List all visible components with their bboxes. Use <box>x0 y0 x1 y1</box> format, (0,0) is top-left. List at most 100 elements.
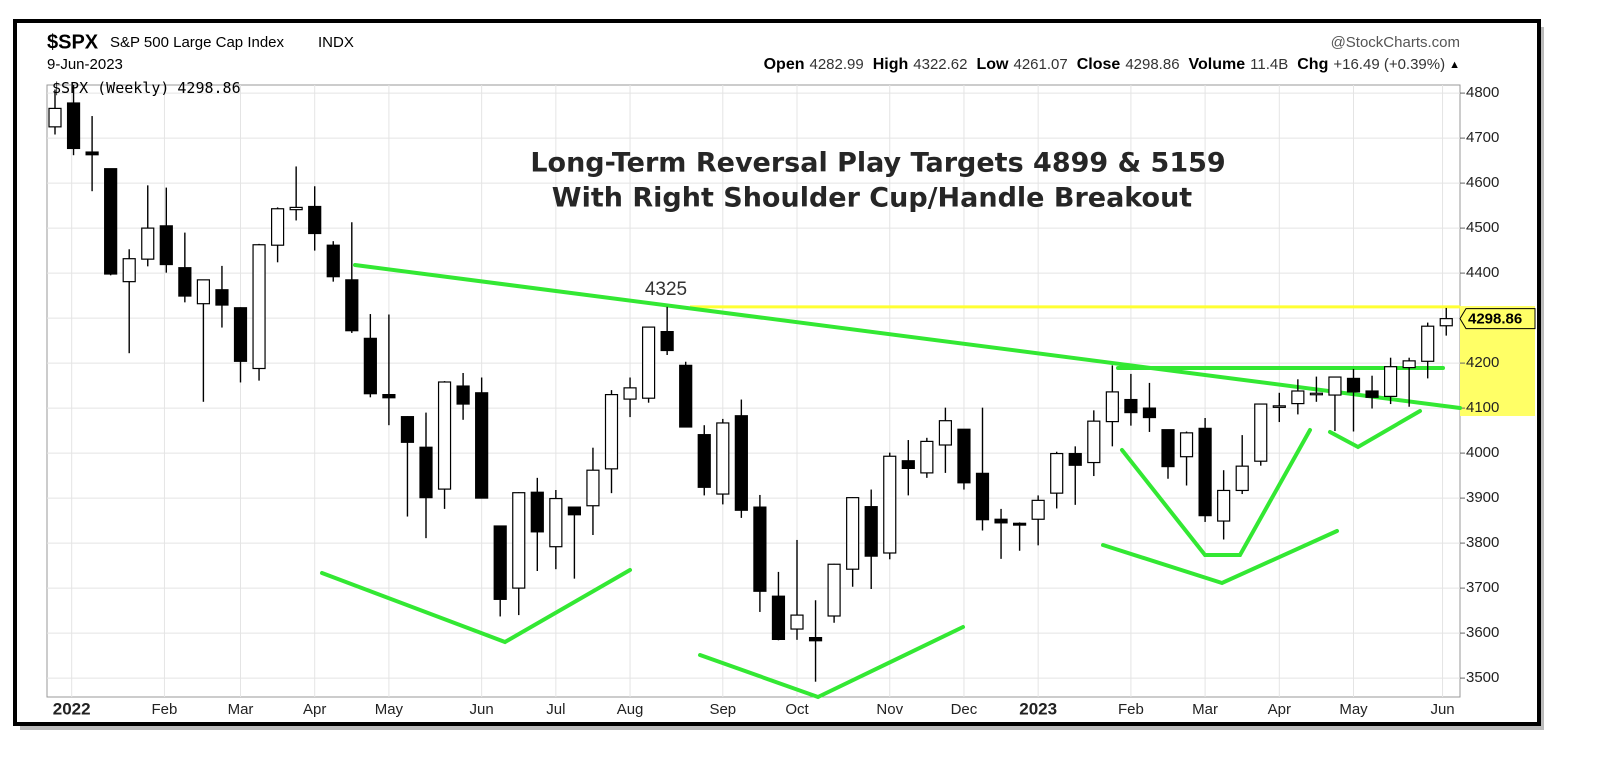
symbol: $SPX <box>47 31 99 53</box>
candle-body <box>975 472 990 521</box>
trend-v <box>320 568 632 645</box>
candle-body <box>1235 465 1249 492</box>
date: 9-Jun-2023 <box>47 56 123 73</box>
candle-body <box>215 289 229 306</box>
candle-body <box>159 225 173 266</box>
legend-name: $SPX (Weekly) <box>52 79 169 97</box>
candle-body <box>994 518 1008 524</box>
y-tick-label: 3500 <box>1466 669 1499 686</box>
candle-body <box>1198 427 1212 517</box>
x-tick-label: Feb <box>1118 701 1144 718</box>
candle-body <box>382 394 396 399</box>
candle-body <box>660 331 674 352</box>
candle-body <box>1124 398 1138 414</box>
candles <box>48 85 1453 682</box>
candle-body <box>1346 377 1361 393</box>
candle-body <box>864 506 878 557</box>
candle-body <box>1439 318 1453 327</box>
exchange: INDX <box>318 34 354 51</box>
candle-body <box>549 497 563 548</box>
candle-body <box>753 506 767 592</box>
x-tick-label: Sep <box>709 701 736 718</box>
candle-body <box>716 422 730 495</box>
quote: Open 4282.99 High 4322.62 Low 4261.07 Close 429… <box>764 56 1460 73</box>
candle-body <box>1309 392 1324 396</box>
price-box <box>1459 308 1536 330</box>
quote-value: 11.4B <box>1250 56 1288 73</box>
candle-body <box>1272 405 1286 408</box>
x-tick-label: Jun <box>1430 701 1454 718</box>
candle-body <box>1254 403 1268 462</box>
change-arrow: ▲ <box>1449 59 1460 71</box>
candle-body <box>1217 489 1231 522</box>
x-tick-label: May <box>1339 701 1368 718</box>
candle-body <box>104 168 118 275</box>
chart-subtitle: With Right Shoulder Cup/Handle Breakout <box>552 183 1192 214</box>
symbol-name: S&P 500 Large Cap Index <box>110 34 285 51</box>
candle-body <box>1365 390 1379 398</box>
candle-body <box>437 381 452 490</box>
candle-body <box>1012 522 1027 526</box>
y-tick-label: 4600 <box>1466 174 1499 191</box>
x-tick-label: May <box>375 701 404 718</box>
legend: $SPX (Weekly) 4298.86 <box>52 79 241 97</box>
candle-body <box>512 492 526 589</box>
candle-body <box>493 525 507 600</box>
candle-body <box>196 279 210 305</box>
candle-body <box>1421 325 1435 362</box>
candle-body <box>771 595 786 641</box>
candle-body <box>530 491 544 533</box>
quote-label: Chg <box>1297 56 1328 73</box>
candle-body <box>827 563 841 617</box>
candle-body <box>289 206 303 211</box>
candle-body <box>846 497 860 570</box>
candle-body <box>790 614 804 630</box>
x-tick-label: Feb <box>152 701 178 718</box>
trend-v <box>698 625 965 700</box>
y-tick-label: 4100 <box>1466 399 1499 416</box>
quote-value: 4298.86 <box>1125 56 1179 73</box>
candle-body <box>475 392 489 499</box>
quote-value: 4282.99 <box>809 56 863 73</box>
candle-body <box>178 267 192 297</box>
neckline <box>353 263 1462 410</box>
price-label: 4298.86 <box>1468 311 1522 328</box>
trendlines <box>320 263 1462 700</box>
candle-body <box>1031 499 1045 520</box>
candle-body <box>679 364 693 428</box>
plot-area <box>46 84 1461 698</box>
quote-value: +16.49 (+0.39%) <box>1333 56 1445 73</box>
candle-body <box>141 227 155 260</box>
candle-body <box>456 385 470 405</box>
quote-label: Open <box>764 56 805 73</box>
labels: $SPX S&P 500 Large Cap Index INDX @Stock… <box>47 31 1536 718</box>
grid <box>47 85 1465 697</box>
candle-body <box>400 416 415 443</box>
quote-value: 4261.07 <box>1014 56 1068 73</box>
candle-body <box>122 258 136 283</box>
candle-body <box>345 279 359 332</box>
y-tick-label: 4200 <box>1466 354 1499 371</box>
x-tick-label: Apr <box>303 701 326 718</box>
x-tick-label: Dec <box>951 701 978 718</box>
candle-body <box>734 415 748 511</box>
candle-body <box>604 394 619 470</box>
y-tick-label: 4500 <box>1466 219 1499 236</box>
candle-body <box>66 102 81 150</box>
candle-body <box>1402 360 1416 369</box>
y-tick-label: 4800 <box>1466 84 1499 101</box>
candle-body <box>938 420 953 446</box>
candle-body <box>901 460 915 470</box>
y-tick-label: 4400 <box>1466 264 1499 281</box>
candle-body <box>623 387 637 400</box>
quote-label: Volume <box>1189 56 1246 73</box>
candle-body <box>1068 452 1082 466</box>
candle-body <box>920 440 934 474</box>
candle-body <box>883 455 897 554</box>
candle-body <box>1291 390 1305 405</box>
trend-v <box>1101 529 1339 586</box>
y-tick-label: 3800 <box>1466 534 1499 551</box>
candle-body <box>1328 376 1342 396</box>
